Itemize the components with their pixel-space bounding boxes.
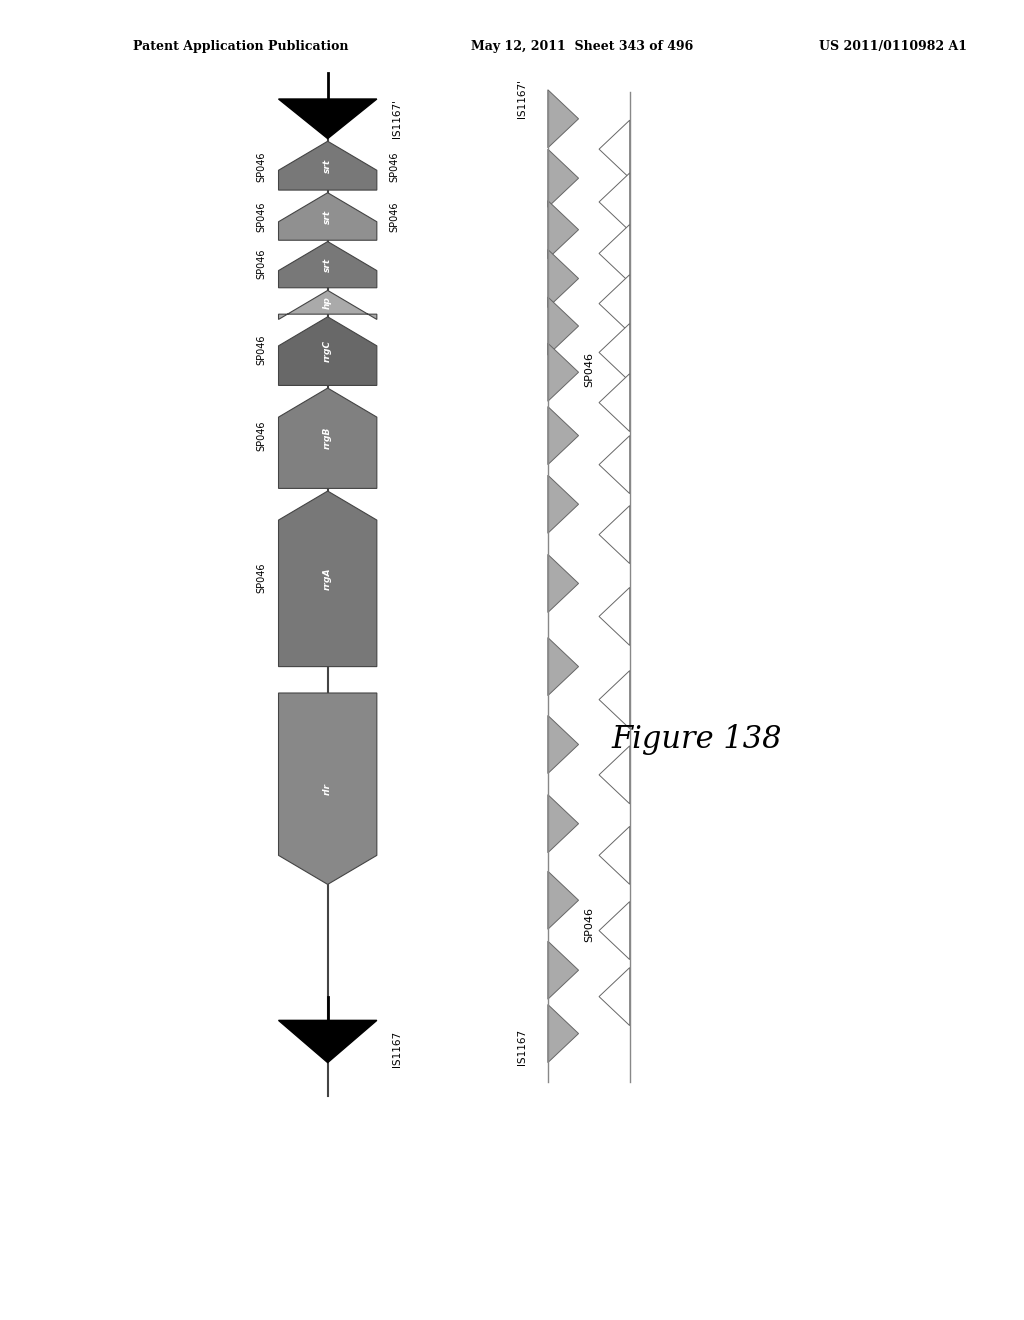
Text: SP046: SP046 [256,562,266,594]
Polygon shape [279,317,377,385]
Polygon shape [599,826,630,884]
Text: IS1167: IS1167 [392,1031,402,1068]
Polygon shape [548,554,579,612]
Polygon shape [548,941,579,999]
Polygon shape [599,506,630,564]
Polygon shape [599,746,630,804]
Polygon shape [279,193,377,240]
Polygon shape [599,968,630,1026]
Polygon shape [279,1020,377,1063]
Text: hp: hp [324,296,332,309]
Text: srt: srt [324,257,332,272]
Polygon shape [599,275,630,333]
Polygon shape [548,407,579,465]
Polygon shape [599,374,630,432]
Polygon shape [548,475,579,533]
Polygon shape [548,715,579,774]
Text: SP046: SP046 [256,150,266,182]
Polygon shape [279,141,377,190]
Polygon shape [279,290,377,319]
Text: rlr: rlr [324,783,332,795]
Polygon shape [599,173,630,231]
Text: SP046: SP046 [389,201,399,232]
Text: SP046: SP046 [256,420,266,451]
Text: SP046: SP046 [584,352,594,387]
Text: rrgC: rrgC [324,341,332,362]
Polygon shape [599,902,630,960]
Text: SP046: SP046 [256,334,266,366]
Polygon shape [548,249,579,308]
Polygon shape [599,224,630,282]
Polygon shape [548,90,579,148]
Polygon shape [599,671,630,729]
Text: rrgA: rrgA [324,568,332,590]
Polygon shape [548,1005,579,1063]
Polygon shape [599,436,630,494]
Text: IS1167': IS1167' [517,79,527,119]
Text: SP046: SP046 [584,907,594,941]
Polygon shape [279,388,377,488]
Polygon shape [599,120,630,178]
Text: Patent Application Publication: Patent Application Publication [133,40,348,53]
Polygon shape [548,343,579,401]
Polygon shape [548,201,579,259]
Text: Figure 138: Figure 138 [611,723,781,755]
Polygon shape [548,871,579,929]
Text: srt: srt [324,158,332,173]
Text: SP046: SP046 [256,248,266,280]
Text: US 2011/0110982 A1: US 2011/0110982 A1 [819,40,968,53]
Text: srt: srt [324,210,332,223]
Text: rrgB: rrgB [324,428,332,449]
Text: SP046: SP046 [256,201,266,232]
Polygon shape [279,242,377,288]
Text: SP046: SP046 [389,150,399,182]
Text: IS1167': IS1167' [392,99,402,139]
Text: IS1167: IS1167 [517,1028,527,1065]
Polygon shape [548,149,579,207]
Text: May 12, 2011  Sheet 343 of 496: May 12, 2011 Sheet 343 of 496 [471,40,693,53]
Polygon shape [599,323,630,381]
Polygon shape [548,297,579,355]
Polygon shape [548,638,579,696]
Polygon shape [279,491,377,667]
Polygon shape [279,693,377,884]
Polygon shape [279,99,377,139]
Polygon shape [548,795,579,853]
Polygon shape [599,587,630,645]
